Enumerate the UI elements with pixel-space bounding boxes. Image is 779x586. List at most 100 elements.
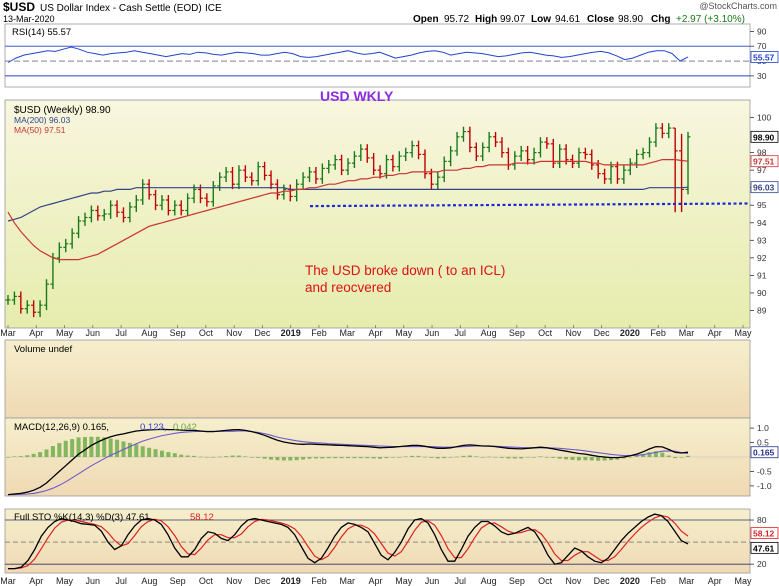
macd-hist-bar [50,446,55,457]
macd-hist-bar [38,452,43,457]
sto-x-label: Jul [115,576,127,586]
price-x-label: May [734,328,752,338]
macd-hist-bar [551,457,556,458]
price-bar [486,131,492,153]
volume-legend: Volume undef [14,344,72,355]
price-x-label: May [395,328,413,338]
macd-hist-bar [140,446,145,457]
price-y-98-label: 98 [757,148,767,158]
sto-x-label: Feb [650,576,666,586]
macd-hist-bar [204,457,209,458]
sto-y-80-label: 80 [757,515,767,525]
macd-hist-bar [538,456,543,458]
sto-x-label: Apr [29,576,43,586]
annotation-line-1: The USD broke down ( to an ICL) [305,263,505,278]
macd-hist-bar [557,457,562,459]
price-current-2-box [750,181,779,194]
price-bar [339,154,345,176]
price-bar [422,149,428,179]
macd-hist-bar [301,457,306,460]
price-bar [647,137,653,158]
macd-hist-bar [403,456,408,458]
macd-y--1-label: -1.0 [757,481,772,491]
price-bar [249,172,255,186]
price-bar [512,151,518,170]
sto-x-label: Mar [0,576,16,586]
macd-hist-bar [25,455,30,457]
macd-hist-bar [467,455,472,457]
macd-hist-bar [544,457,549,458]
sto-current-k-value: 47.61 [753,543,775,553]
macd-legend-macd: MACD(12,26,9) 0.165, [14,422,109,433]
macd-hist-bar [666,455,671,457]
symbol-name: US Dollar Index - Cash Settle (EOD) [40,3,202,14]
sto-x-label: May [56,576,74,586]
price-current-1-box [750,155,779,168]
macd-hist-bar [673,457,678,459]
price-bar [499,137,505,158]
sto-legend-d: 58.12 [190,512,214,523]
chg-value: +2.97 (+3.10%) [676,14,745,25]
annotation-line-2: and reocvered [305,280,391,295]
price-bar [307,166,313,183]
price-bar [319,163,325,184]
symbol-title: $USD [3,0,35,14]
sto-x-label: Oct [199,576,214,586]
macd-hist-bar [525,457,530,458]
price-bar [448,145,454,167]
macd-hist-bar [76,437,81,457]
macd-signal-line [8,430,689,496]
rsi-current-value: 55.57 [753,52,775,62]
macd-hist-bar [455,456,460,458]
price-y-92-label: 92 [757,253,767,263]
macd-hist-bar [95,436,100,457]
macd-hist-bar [269,457,274,460]
macd-hist-bar [487,456,492,458]
price-y-89-label: 89 [757,305,767,315]
price-y-91-label: 91 [757,270,767,280]
price-x-label: Aug [141,328,157,338]
macd-hist-bar [127,442,132,457]
macd-hist-bar [159,450,164,457]
macd-current-value: 0.165 [753,448,775,458]
macd-hist-bar [435,457,440,459]
price-x-label: Jul [455,328,467,338]
price-bar [140,179,146,205]
price-bar [236,165,242,190]
price-bar [108,200,114,219]
price-bar [460,126,466,142]
price-bar [672,127,678,213]
sto-x-label: Dec [594,576,611,586]
macd-hist-bar [243,456,248,458]
x-axis-layer: Mar Apr May Jun Jul Aug Sep Oct Nov Dec 2019 Feb Mar… [0,325,752,586]
price-x-label: Mar [679,328,695,338]
price-bar [441,156,447,183]
macd-hist-bar [429,457,434,458]
macd-hist-bar [564,457,569,460]
price-bar [679,133,685,213]
price-bar [11,291,17,305]
macd-hist-bar [410,455,415,457]
support-line [309,202,751,208]
price-x-label: May [56,328,74,338]
price-bar [576,147,582,169]
macd-legend-signal: 0.123, [140,422,166,433]
price-x-label: Apr [29,328,43,338]
macd-current-box [750,446,779,459]
macd-hist-bar [358,457,363,459]
price-current-1-value: 97.51 [753,157,775,167]
macd-hist-bar [339,457,344,459]
price-bar [602,168,608,184]
price-legend-symbol: $USD (Weekly) 98.90 [14,105,111,116]
close-value: 98.90 [618,14,643,25]
macd-hist-bar [397,457,402,458]
macd-hist-bar [512,457,517,459]
sto-current-d-value: 58.12 [753,529,775,539]
price-bar [82,212,88,226]
macd-y--0_5-label: -0.5 [757,466,772,476]
open-value: 95.72 [444,14,469,25]
price-bar [31,300,37,318]
price-bar [294,179,300,202]
price-bar [24,300,30,314]
price-x-label: 2020 [620,328,640,338]
